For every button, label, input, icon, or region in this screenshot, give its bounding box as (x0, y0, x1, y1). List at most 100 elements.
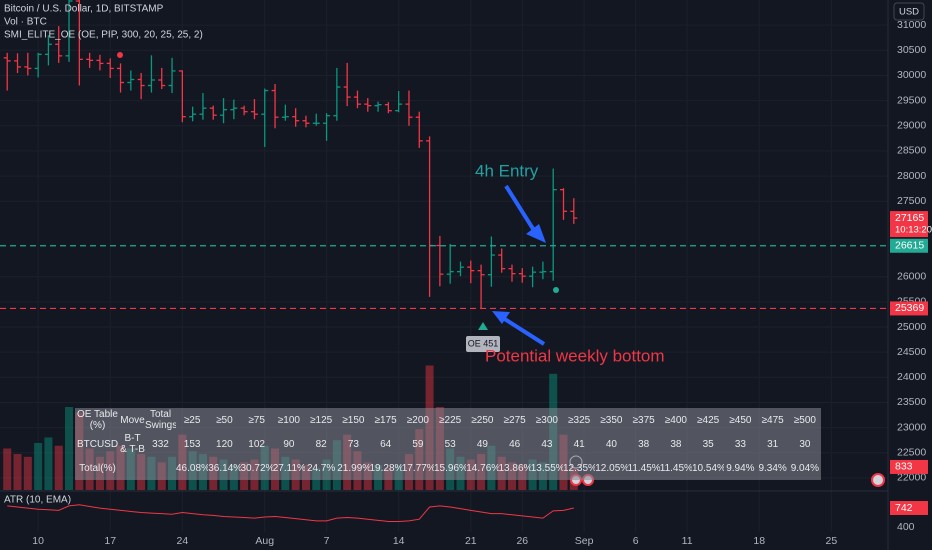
event-icon[interactable] (871, 473, 885, 487)
y-tick-label: 26000 (897, 270, 926, 282)
table-cell: 102 (248, 438, 265, 450)
entry-annotation: 4h Entry (475, 161, 539, 180)
table-cell: ≥25 (183, 414, 201, 426)
level-label: 25369 (895, 302, 924, 314)
table-cell: 46.08% (176, 462, 209, 474)
level-label: 26615 (895, 240, 924, 252)
table-cell: 11.45% (627, 462, 660, 474)
x-tick-label: 21 (465, 535, 477, 547)
volume-legend: Vol · BTC (4, 17, 47, 28)
x-tick-label: Sep (575, 535, 594, 547)
table-cell: 9.34% (758, 462, 787, 474)
table-cell: ≥475 (761, 414, 784, 426)
signal-dot (553, 287, 559, 293)
table-cell: 30 (799, 438, 811, 450)
y-tick-label: 27500 (897, 195, 926, 207)
table-cell: 36.14% (208, 462, 241, 474)
currency-button[interactable] (893, 2, 925, 21)
table-cell: 12.05% (595, 462, 628, 474)
level-label-box (890, 301, 928, 316)
table-cell: 10.54% (692, 462, 725, 474)
table-row: BTCUSD B-T & T-B 332 153 120 102 90 82 73 64 59 53 4… (75, 432, 821, 456)
x-tick-label: Aug (255, 535, 274, 547)
level-label-box (890, 238, 928, 253)
x-tick-label: 6 (633, 535, 639, 547)
table-cell: ≥425 (697, 414, 720, 426)
countdown: 10:13:20 (895, 225, 932, 236)
table-cell: ≥400 (664, 414, 687, 426)
table-cell: Total Swings (145, 409, 176, 431)
table-cell: 73 (347, 438, 359, 450)
y-tick-label: 24000 (897, 371, 926, 383)
oe-label-box (466, 336, 500, 352)
table-cell: ≥325 (568, 414, 591, 426)
table-cell: 14.76% (466, 462, 499, 474)
entry-arrowhead (526, 224, 546, 243)
volume-bar (44, 437, 53, 490)
volume-bar (65, 407, 74, 490)
table-cell: 49 (476, 438, 488, 450)
y-tick-label: 28000 (897, 170, 926, 182)
table-cell: 59 (412, 438, 424, 450)
table-cell: 53 (444, 438, 456, 450)
table-cell: ≥275 (503, 414, 526, 426)
table-cell: ≥125 (310, 414, 333, 426)
y-tick-label: 29500 (897, 94, 926, 106)
volume-bar (34, 442, 43, 490)
table-cell: 30.72% (240, 462, 273, 474)
table-cell: 153 (183, 438, 201, 450)
y-tick-label: 25000 (897, 321, 926, 333)
table-cell: 11.45% (659, 462, 692, 474)
table-cell: 43 (541, 438, 553, 450)
table-cell: 120 (216, 438, 233, 450)
table-cell: 27.11% (272, 462, 305, 474)
table-cell: Move (120, 414, 145, 426)
last-atr-box (890, 501, 928, 515)
table-cell: 38 (670, 438, 682, 450)
table-cell: ≥175 (374, 414, 397, 426)
x-tick-label: 7 (324, 535, 330, 547)
symbol-title: Bitcoin / U.S. Dollar, 1D, BITSTAMP (4, 4, 164, 15)
y-tick-label: 31000 (897, 19, 926, 31)
volume-bar (13, 454, 22, 490)
table-cell: ≥225 (439, 414, 462, 426)
x-tick-label: 10 (32, 535, 44, 547)
atr-legend: ATR (10, EMA) (4, 495, 71, 506)
atr-tick-label: 400 (897, 521, 915, 533)
oe-marker (478, 322, 488, 330)
x-tick-label: 18 (753, 535, 765, 547)
oe-table: OE Table (%) Move Total Swings ≥25 ≥50 ≥75 ≥10… (75, 408, 821, 480)
table-cell: 33 (734, 438, 746, 450)
table-cell: 46 (509, 438, 521, 450)
table-cell (145, 456, 176, 480)
x-tick-label: 26 (516, 535, 528, 547)
table-cell: ≥50 (216, 414, 233, 426)
table-cell: ≥75 (248, 414, 265, 426)
volume-bar (23, 456, 32, 490)
entry-arrow (504, 184, 537, 234)
table-cell: Total(%) (79, 462, 116, 474)
y-tick-label: 28500 (897, 145, 926, 157)
table-cell: 13.86% (498, 462, 531, 474)
table-cell: 17.77% (401, 462, 434, 474)
table-cell: 12.35% (563, 462, 596, 474)
table-cell: ≥450 (729, 414, 752, 426)
bottom-arrowhead (492, 311, 510, 324)
currency-label[interactable]: USD (899, 7, 919, 18)
indicator-legend: SMI_ELITE_OE (OE, PIP, 300, 20, 25, 25, … (4, 30, 203, 41)
last-price-box (890, 211, 928, 238)
table-cell: ≥150 (342, 414, 365, 426)
table-cell (120, 456, 145, 480)
volume-bar (54, 445, 63, 490)
y-tick-label: 30500 (897, 44, 926, 56)
table-cell: 64 (380, 438, 392, 450)
table-header: OE Table (%) Move Total Swings ≥25 ≥50 ≥75 ≥10… (75, 408, 821, 432)
y-tick-label: 23000 (897, 421, 926, 433)
table-cell: ≥100 (277, 414, 300, 426)
table-cell: 15.96% (434, 462, 467, 474)
table-cell: 24.7% (306, 462, 336, 474)
last-volume: 833 (895, 461, 913, 473)
table-row: Total(%) 46.08% 36.14% 30.72% 27.11% 24.7% 21.… (75, 456, 821, 480)
table-cell: ≥500 (793, 414, 816, 426)
x-tick-label: 11 (682, 535, 693, 547)
